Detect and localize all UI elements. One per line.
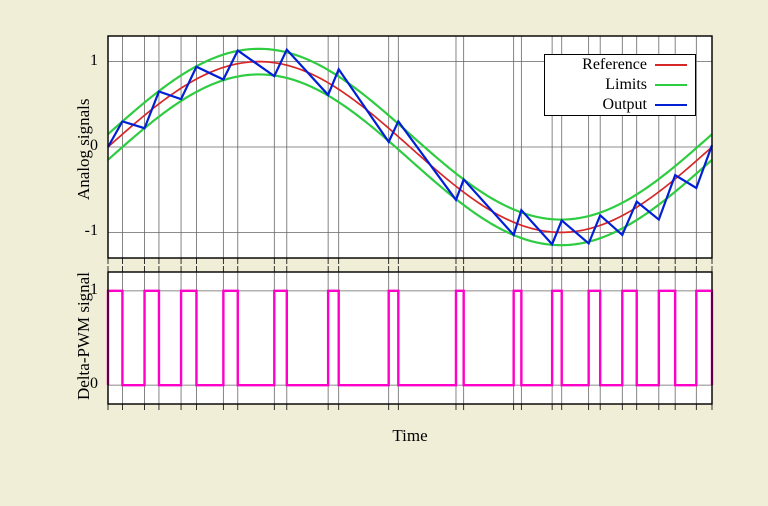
legend-swatch	[655, 84, 687, 86]
tick-label: -1	[72, 222, 98, 240]
legend-entry: Limits	[545, 75, 695, 95]
legend-label: Limits	[553, 76, 647, 94]
legend-entry: Reference	[545, 55, 695, 75]
legend-entry: Output	[545, 95, 695, 115]
tick-label: 1	[72, 52, 98, 70]
legend-swatch	[655, 64, 687, 66]
tick-label: 1	[72, 281, 98, 299]
legend: Reference Limits Output	[544, 54, 696, 116]
x-axis-label: Time	[392, 426, 427, 446]
tick-label: 0	[72, 375, 98, 393]
legend-label: Output	[553, 96, 647, 114]
legend-label: Reference	[553, 56, 647, 74]
tick-label: 0	[72, 137, 98, 155]
legend-swatch	[655, 104, 687, 106]
